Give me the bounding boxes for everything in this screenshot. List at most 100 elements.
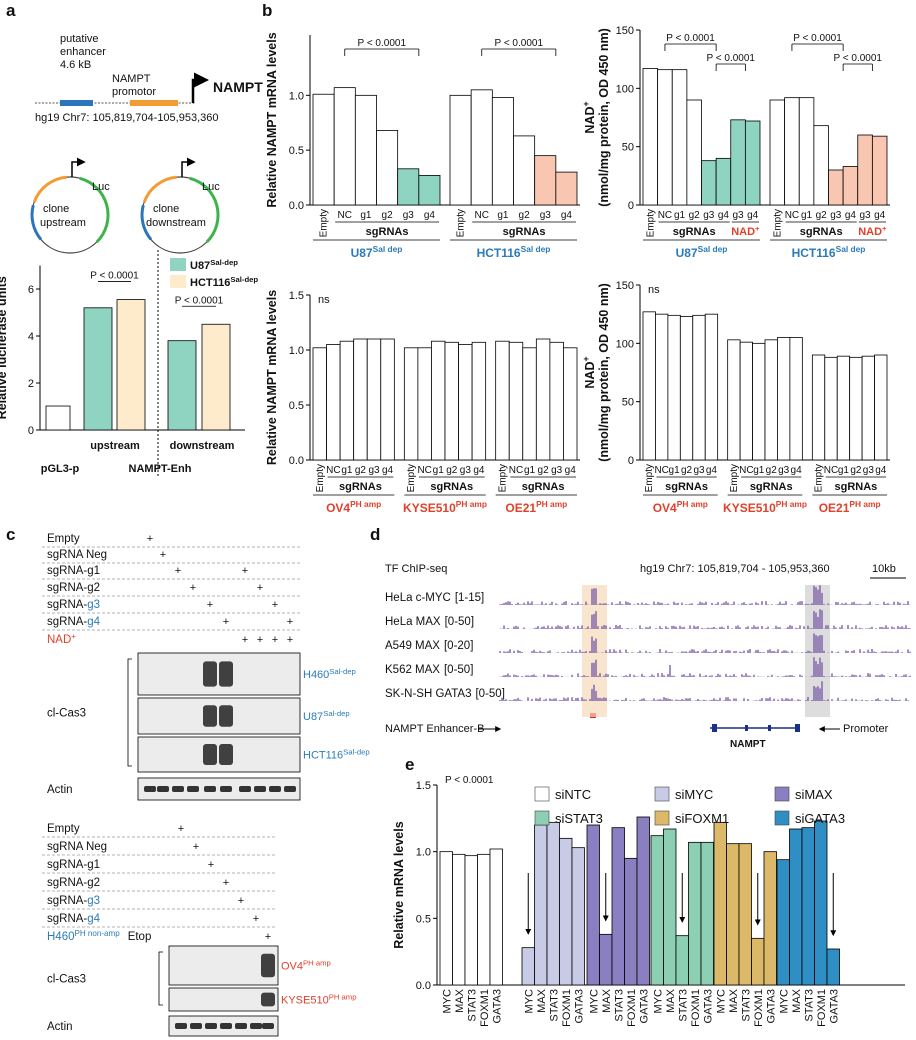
x-tick-label: FOXM1 [561,989,573,1027]
y-tick-label: 1.5 [416,780,431,792]
band [254,786,266,792]
row-label: sgRNA-g1 [47,859,100,871]
bar [813,125,829,206]
x-tick-label: g4 [706,465,718,476]
x-tick-label: g1 [360,210,372,221]
x-tick-label: Empty [319,209,330,237]
y-tick-label: 0.0 [289,455,304,467]
text-part: Empty [47,533,80,545]
significance-label: P < 0.0001 [793,33,842,44]
y-tick-label: 0 [628,455,634,467]
bar [444,341,459,461]
x-tick-label: STAT3 [740,989,752,1022]
text-part: g3 [87,895,100,907]
band [235,1023,247,1029]
legend-swatch [654,786,670,802]
text-part: NAD [583,362,597,389]
bracket-label: sgRNAs [834,481,877,493]
row-label: sgRNA-g2 [47,877,100,889]
y-tick-label: 0 [28,425,34,437]
x-tick-label: g4 [473,465,485,476]
x-tick-label: NC [824,465,838,476]
x-tick-label: g1 [497,210,509,221]
x-tick-label: Empty [645,209,656,237]
legend-swatch [774,810,790,826]
significance-label: P < 0.0001 [358,38,407,49]
x-tick-label: g3 [860,210,872,221]
clone-label: clone [153,203,179,215]
x-tick-label: g4 [382,465,394,476]
x-tick-label: MYC [778,989,790,1014]
x-tick-label: g3 [778,465,790,476]
band [203,661,217,687]
blot-label: OV4PH amp [281,958,331,973]
superscript: + [581,101,591,106]
bar [679,316,694,461]
bar [571,847,585,986]
bar [624,857,638,986]
row-label: H460PH non-amp Etop [47,929,151,944]
significance-label: P < 0.0001 [495,38,544,49]
superscript: + [882,224,887,233]
x-tick-label: g2 [850,465,862,476]
text-part: NAD [583,107,597,134]
text-part: KYSE510 [403,501,456,515]
text-part: g4 [87,913,100,925]
y-tick-label: 1.5 [289,290,304,302]
bar [636,816,650,986]
x-tick-label: NC [654,465,668,476]
luc-label: Luc [202,181,220,193]
bar [546,821,560,986]
text-part: sgRNA-g1 [47,565,100,577]
x-tick-label: GATA3 [828,989,840,1023]
y-tick-label: 1.0 [416,847,431,859]
bracket-label: sgRNAs [522,481,565,493]
x-tick-label: g2 [816,210,828,221]
blot-label: KYSE510PH amp [281,992,356,1007]
bracket-label: sgRNAs [750,481,793,493]
signal-track [499,633,911,653]
y-axis-label: (nmol/mg protein, OD 450 nm) [597,28,611,207]
bar [559,837,573,986]
y-tick-label: 1.0 [289,345,304,357]
bar [326,344,341,461]
luc-label: Luc [92,181,110,193]
x-tick-label: NC [326,465,340,476]
lane-marker: + [178,823,184,835]
legend-label: siMAX [795,787,833,802]
band [261,992,275,1007]
text-part: HCT116 [303,750,343,762]
bracket-label: sgRNAs [366,226,409,238]
bar [508,341,524,461]
bar [857,134,873,206]
bar [642,311,656,461]
y-tick-label: 100 [616,83,634,95]
bar [354,94,377,206]
text-part: g3 [87,599,100,611]
cell-line-label: OE21PH amp [505,499,567,515]
y-axis-label: NAD+ [581,356,597,388]
band [144,786,156,792]
clone-label: upstream [40,217,86,229]
bracket-label: sgRNAs [800,226,843,238]
x-tick-label: NC [509,465,523,476]
bar [667,314,681,461]
enhancer-label: NAMPT Enhancer-B [385,723,484,735]
superscript: Sal dep [373,244,403,254]
x-tick-label: g1 [669,465,681,476]
x-tick-label: g3 [703,210,715,221]
plasmid: Luc clone downstream [140,157,220,254]
x-tick-label: MAX [665,988,677,1013]
panel-label: e [405,755,414,774]
x-tick-label: STAT3 [613,989,625,1022]
bar [116,299,146,431]
x-tick-label: NC [338,210,352,221]
bar [167,340,197,431]
signal-track [499,681,911,701]
bar [784,97,800,206]
bar [376,130,399,206]
text-part: K562 MAX [385,664,440,676]
x-tick-label: g4 [874,210,886,221]
x-tick-label: g3 [863,465,875,476]
cell-line-label: U87Sal dep [351,244,403,260]
